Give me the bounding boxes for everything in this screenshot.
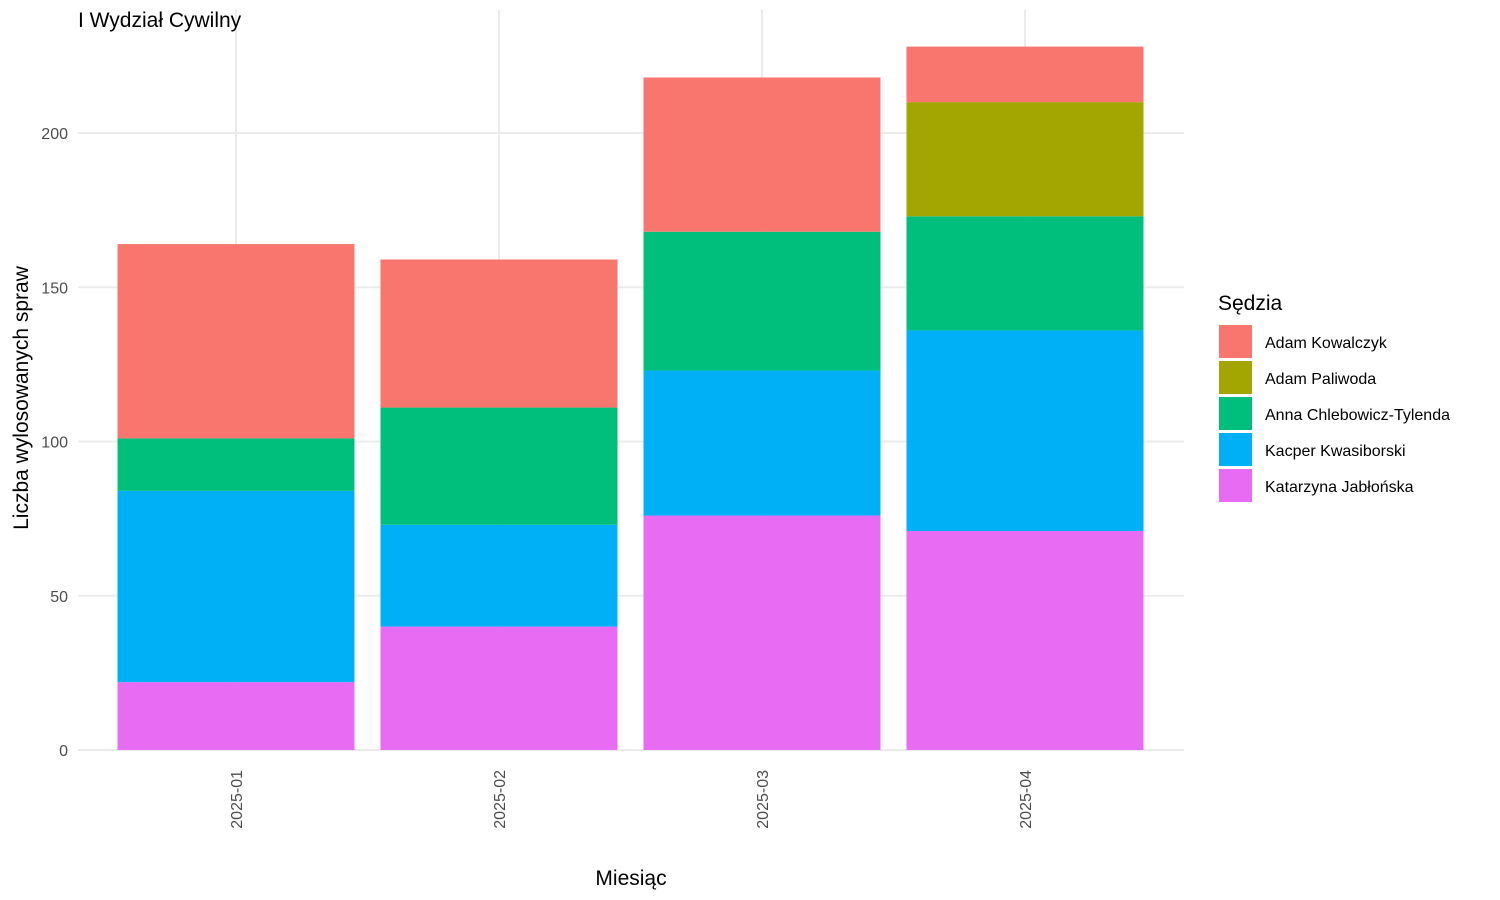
legend-label-kacper-kwasiborski: Kacper Kwasiborski (1265, 443, 1406, 460)
bar-2025-04-katarzyna-jablonska (906, 530, 1144, 750)
legend-title: Sędzia (1218, 292, 1283, 315)
x-axis-title: Miesiąc (595, 867, 666, 890)
bar-2025-02-katarzyna-jablonska (380, 626, 618, 750)
legend-key-anna-chlebowicz-tylenda (1219, 397, 1252, 430)
bar-2025-01-anna-chlebowicz-tylenda (117, 438, 355, 491)
legend-key-kacper-kwasiborski (1219, 433, 1252, 466)
bar-2025-02-kacper-kwasiborski (380, 524, 618, 627)
bar-2025-04-adam-paliwoda (906, 102, 1144, 217)
x-tick-label: 2025-03 (755, 770, 772, 829)
y-tick-label: 50 (50, 589, 68, 606)
bar-2025-02-adam-kowalczyk (380, 259, 618, 408)
y-tick-label: 100 (41, 435, 68, 452)
bar-2025-03-katarzyna-jablonska (643, 515, 881, 750)
bar-2025-03-kacper-kwasiborski (643, 370, 881, 516)
legend-label-katarzyna-jablonska: Katarzyna Jabłońska (1265, 479, 1414, 496)
legend-key-adam-paliwoda (1219, 361, 1252, 394)
y-tick-label: 0 (59, 743, 68, 760)
y-tick-label: 150 (41, 280, 68, 297)
bar-2025-04-adam-kowalczyk (906, 46, 1144, 103)
y-tick-label: 200 (41, 126, 68, 143)
legend-label-adam-kowalczyk: Adam Kowalczyk (1265, 335, 1388, 352)
bar-2025-03-adam-kowalczyk (643, 77, 881, 232)
bar-2025-01-katarzyna-jablonska (117, 682, 355, 750)
x-tick-label: 2025-02 (492, 770, 509, 829)
bar-2025-03-anna-chlebowicz-tylenda (643, 231, 881, 371)
bar-2025-04-anna-chlebowicz-tylenda (906, 216, 1144, 331)
legend-label-anna-chlebowicz-tylenda: Anna Chlebowicz-Tylenda (1265, 407, 1450, 424)
ticks-layer: 0 50 100 150 200 2025-01 2025-02 2025-03 2025-04 (41, 126, 1035, 829)
chart-title: I Wydział Cywilny (78, 9, 242, 32)
y-axis-title: Liczba wylosowanych spraw (10, 265, 33, 530)
bar-2025-04-kacper-kwasiborski (906, 330, 1144, 531)
legend-key-adam-kowalczyk (1219, 325, 1252, 358)
bar-2025-02-anna-chlebowicz-tylenda (380, 407, 618, 525)
legend-label-adam-paliwoda: Adam Paliwoda (1265, 371, 1376, 388)
legend: Sędzia Adam Kowalczyk Adam Paliwoda Anna C… (1218, 292, 1450, 502)
bar-2025-01-kacper-kwasiborski (117, 490, 355, 683)
x-tick-label: 2025-04 (1018, 770, 1035, 829)
bars-layer (117, 46, 1144, 750)
bar-2025-01-adam-kowalczyk (117, 244, 355, 439)
legend-key-katarzyna-jablonska (1219, 469, 1252, 502)
x-tick-label: 2025-01 (229, 770, 246, 829)
